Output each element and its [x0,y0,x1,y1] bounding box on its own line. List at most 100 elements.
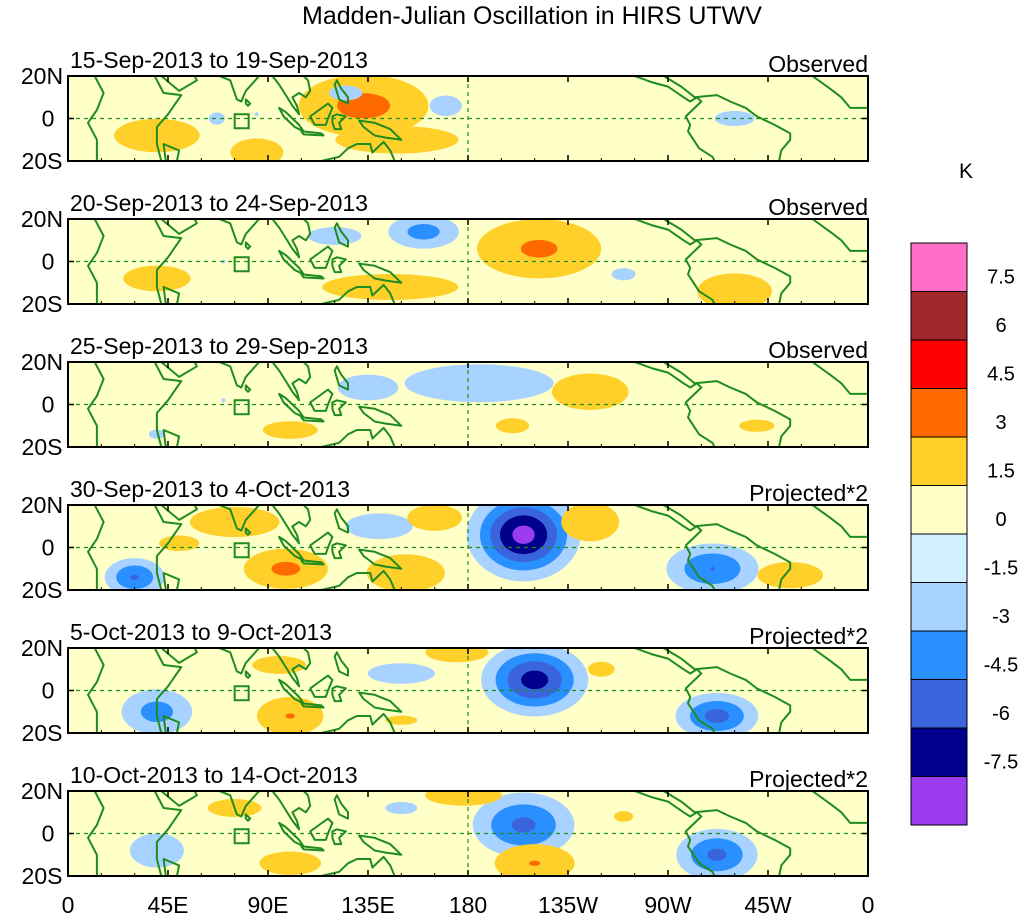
anomaly-contour [367,663,435,684]
coastline [633,791,792,876]
y-tick-label: 0 [42,821,55,847]
coastline [271,362,312,402]
coastline [633,362,792,447]
coastline [333,79,349,105]
coastline [87,505,183,590]
anomaly-contour [426,513,443,522]
region-box [233,685,250,702]
coastline [331,685,347,703]
anomaly-contour [579,386,602,398]
coastline [271,219,312,259]
colorbar-label: -3 [992,606,1010,628]
anomaly-contour [130,574,139,580]
coastline [633,648,792,733]
anomaly-contour [511,817,536,833]
coastline [300,130,325,137]
colorbar-label: 0 [995,509,1006,531]
panels-group: 15-Sep-2013 to 19-Sep-2013 Observed 20N 0 20… [21,47,869,889]
anomaly-contour [714,281,755,301]
coastline [87,219,183,304]
coastlines [87,219,868,304]
coastline [320,426,396,447]
y-tick-label: 20N [21,635,63,661]
coastline [811,219,868,252]
coastline [333,222,349,248]
panel-date-label: 30-Sep-2013 to 4-Oct-2013 [70,476,350,502]
coastline [300,702,325,709]
colorbar-swatch [910,776,968,826]
panel-date-label: 15-Sep-2013 to 19-Sep-2013 [70,47,368,73]
coastline [358,262,403,284]
anomaly-contour [385,801,418,815]
coastline [244,98,252,107]
coastline [160,505,198,521]
coastline [320,569,396,590]
panel-type-label: Observed [768,194,868,220]
coastline [218,76,261,103]
anomaly-contour [704,709,730,723]
colorbar-label: 6 [995,315,1006,337]
anomaly-contour [613,811,634,822]
panel-3: 25-Sep-2013 to 29-Sep-2013 Observed 20N 0 20… [21,333,869,460]
colorbar-swatch [910,291,968,341]
coastline [811,362,868,395]
coastline [358,548,403,570]
coastline [244,527,252,536]
x-tick-label: 180 [449,892,487,918]
colorbar-label: 3 [995,412,1006,434]
coastline [811,648,868,681]
panel-field [68,791,868,876]
anomaly-contour [452,792,475,799]
coastline [320,140,396,161]
y-tick-label: 0 [42,678,55,704]
coastline [160,76,198,92]
coastline [87,76,183,161]
x-tick-label: 0 [862,892,875,918]
panel-5: 5-Oct-2013 to 9-Oct-2013 Projected*2 20N 0 2… [21,619,869,746]
colorbar-swatch [910,727,968,777]
coastline [162,858,181,876]
anomaly-contour [495,418,530,434]
coastline [358,834,403,856]
y-tick-label: 20S [22,720,63,746]
coastline [160,791,198,807]
region-box [233,256,250,273]
anomaly-contour [221,398,226,403]
anomaly-contour [345,513,413,540]
anomaly-contour [158,535,200,551]
coastline [333,508,349,534]
panel-1: 15-Sep-2013 to 19-Sep-2013 Observed 20N 0 20… [21,47,869,174]
colorbar-label: 4.5 [987,364,1015,386]
anomaly-contour [529,860,541,866]
y-tick-label: 20N [21,206,63,232]
anomaly-contour [425,791,502,806]
anomaly-contour [208,112,225,125]
colorbar-swatch [910,436,968,486]
panel-type-label: Observed [768,51,868,77]
colorbar-swatch [910,242,968,292]
y-tick-label: 20S [22,577,63,603]
colorbar-swatch [910,630,968,680]
y-tick-label: 0 [42,535,55,561]
chart-title: Madden-Julian Oscillation in HIRS UTWV [302,2,762,30]
colorbar-label: 7.5 [987,267,1015,289]
coastline [160,219,198,235]
coastline [358,405,403,427]
coastline [271,505,312,545]
coastline [218,505,261,532]
colorbar-label: -7.5 [984,752,1018,774]
y-tick-label: 20S [22,434,63,460]
panel-date-label: 25-Sep-2013 to 29-Sep-2013 [70,333,368,359]
anomaly-contour [611,268,636,281]
colorbar-swatch [910,339,968,389]
panel-date-label: 5-Oct-2013 to 9-Oct-2013 [70,619,332,645]
coastline [271,76,312,116]
anomaly-contour [337,374,399,401]
y-tick-label: 0 [42,249,55,275]
coastline [218,791,261,818]
y-tick-label: 20N [21,492,63,518]
coastline [160,362,198,378]
colorbar-label: -1.5 [984,558,1018,580]
panel-type-label: Projected*2 [749,623,868,649]
region-box [233,542,250,559]
